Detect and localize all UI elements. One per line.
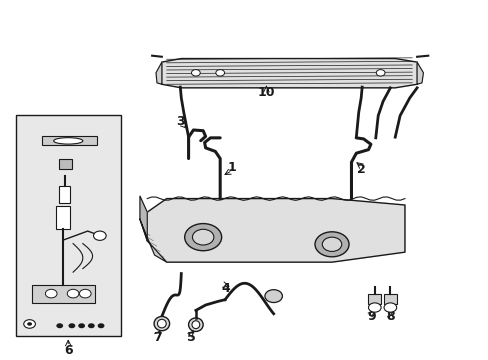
Circle shape xyxy=(192,229,213,245)
Circle shape xyxy=(215,69,224,76)
Circle shape xyxy=(368,303,380,312)
Text: 8: 8 xyxy=(385,310,394,323)
Circle shape xyxy=(322,237,341,251)
Bar xyxy=(41,136,97,145)
Bar xyxy=(60,186,70,203)
Circle shape xyxy=(93,231,106,240)
Circle shape xyxy=(264,290,282,302)
Polygon shape xyxy=(162,59,416,88)
Ellipse shape xyxy=(188,318,203,332)
Circle shape xyxy=(68,323,75,328)
Text: 10: 10 xyxy=(257,86,275,99)
Circle shape xyxy=(88,323,95,328)
Circle shape xyxy=(314,232,348,257)
Ellipse shape xyxy=(192,321,200,329)
Circle shape xyxy=(24,320,35,328)
Polygon shape xyxy=(416,62,423,84)
Bar xyxy=(32,285,95,302)
Text: 6: 6 xyxy=(64,343,72,356)
Bar xyxy=(383,294,396,304)
Circle shape xyxy=(98,323,104,328)
Circle shape xyxy=(56,323,63,328)
Circle shape xyxy=(383,303,396,312)
Polygon shape xyxy=(156,62,162,84)
Text: 5: 5 xyxy=(186,331,195,344)
Polygon shape xyxy=(140,219,166,262)
Text: 3: 3 xyxy=(176,114,184,127)
Polygon shape xyxy=(140,196,147,241)
Circle shape xyxy=(184,224,221,251)
Circle shape xyxy=(191,69,200,76)
Text: 7: 7 xyxy=(153,331,162,344)
Ellipse shape xyxy=(54,138,82,144)
Circle shape xyxy=(79,289,91,298)
Bar xyxy=(16,115,120,337)
Circle shape xyxy=(27,322,32,326)
Text: 2: 2 xyxy=(356,163,365,176)
Ellipse shape xyxy=(154,316,169,331)
Circle shape xyxy=(67,289,79,298)
Text: 9: 9 xyxy=(367,310,375,323)
Text: 4: 4 xyxy=(221,282,230,295)
Bar xyxy=(56,206,70,229)
Text: 1: 1 xyxy=(227,161,236,174)
Bar xyxy=(368,294,380,304)
Circle shape xyxy=(45,289,57,298)
Bar xyxy=(60,158,72,168)
Polygon shape xyxy=(147,199,404,262)
Circle shape xyxy=(78,323,85,328)
Circle shape xyxy=(375,69,384,76)
Ellipse shape xyxy=(157,319,166,328)
